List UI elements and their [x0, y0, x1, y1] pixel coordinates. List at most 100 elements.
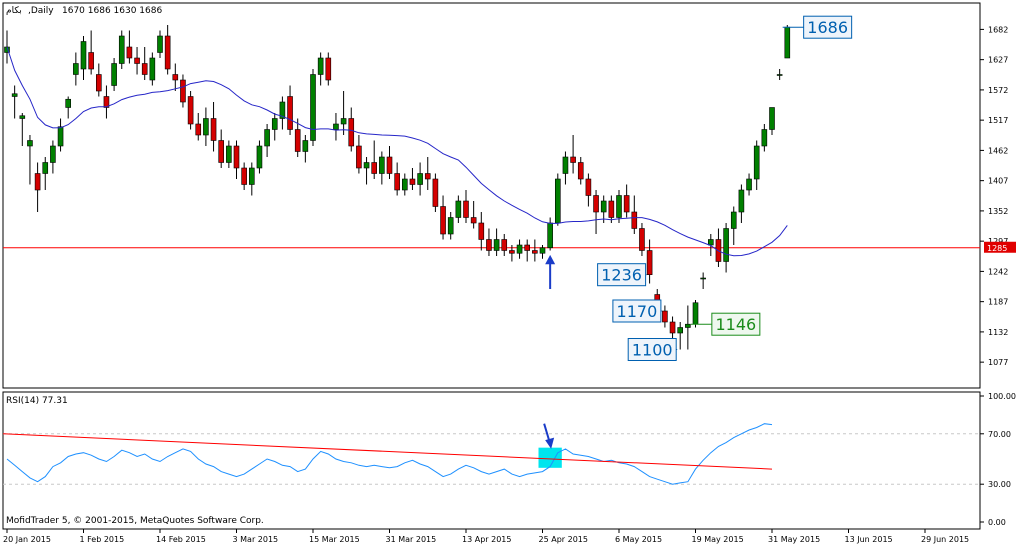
candle-body [646, 250, 653, 276]
candle-body [279, 101, 286, 119]
date-axis-label: 31 Mar 2015 [386, 535, 437, 544]
candle-body [50, 145, 56, 163]
candle-body [654, 294, 661, 301]
date-axis-label: 13 Apr 2015 [462, 535, 511, 544]
candle-body [424, 173, 431, 180]
candle-body [401, 178, 408, 191]
candle-body [118, 35, 125, 64]
date-axis-label: 6 May 2015 [615, 535, 662, 544]
timeframe-label: ,Daily [28, 6, 54, 16]
candle-body [769, 107, 775, 130]
callout-label: 1100 [632, 341, 673, 360]
date-axis-label: 13 Jun 2015 [845, 535, 893, 544]
price-axis-label: 1242 [988, 267, 1008, 276]
price-axis-label: 1462 [988, 146, 1008, 155]
candle-body [539, 247, 546, 254]
candle-body [111, 63, 117, 86]
date-axis-label: 25 Apr 2015 [539, 535, 588, 544]
candle-body [226, 145, 232, 163]
candle-body [57, 126, 64, 147]
arrow-down-icon [545, 437, 555, 449]
callout-box [612, 299, 662, 323]
candle-body [340, 118, 347, 125]
candle-body [371, 162, 378, 174]
candle-body [187, 96, 194, 125]
candle-body [570, 156, 576, 163]
callout-box [627, 338, 677, 361]
candle-body [784, 26, 791, 59]
rsi-title: RSI(14) 77.31 [6, 396, 68, 406]
candle-body [440, 206, 446, 235]
candle-body [34, 173, 41, 191]
callout-label: 1686 [807, 18, 848, 37]
candle-body [447, 217, 454, 235]
ohlc-readout: 1670 1686 1630 1686 [62, 6, 162, 16]
price-axis-label: 1352 [988, 207, 1008, 216]
candle-body [738, 189, 745, 213]
date-axis-label: 19 May 2015 [692, 535, 744, 544]
rsi-axis-label: 30.00 [988, 480, 1011, 489]
candle-body [394, 173, 400, 191]
date-axis-label: 20 Jan 2015 [3, 535, 51, 544]
candle-body [317, 57, 324, 75]
candle-body [776, 74, 783, 76]
date-axis-label: 1 Feb 2015 [80, 535, 125, 544]
candle-body [600, 200, 607, 213]
candle-body [134, 57, 140, 64]
candle-body [379, 156, 385, 174]
callout-label: 1146 [715, 315, 756, 334]
candle-body [669, 321, 676, 334]
date-axis-label: 29 Jun 2015 [921, 535, 969, 544]
candle-body [218, 140, 224, 163]
candle-body [325, 57, 332, 81]
candle-body [249, 167, 255, 185]
candle-body [455, 200, 462, 218]
candle-body [677, 327, 684, 334]
candle-body [19, 115, 26, 119]
candle-body [730, 211, 737, 229]
candle-body [96, 74, 102, 92]
candle-body [386, 156, 393, 174]
candle-body [203, 118, 209, 136]
candle-body [233, 145, 240, 169]
date-axis-label: 14 Feb 2015 [156, 535, 206, 544]
candle-body [363, 162, 370, 169]
price-axis-label: 1132 [988, 328, 1008, 337]
candle-body [746, 178, 752, 191]
price-axis-label: 1682 [988, 25, 1008, 34]
price-axis-label: 1407 [988, 177, 1008, 186]
candle-body [348, 118, 355, 147]
candle-body [524, 244, 531, 251]
candle-body [42, 162, 49, 174]
price-axis-label: 1627 [988, 56, 1008, 65]
candle-body [241, 167, 247, 185]
price-axis-label: 1517 [988, 116, 1008, 125]
current-price-label: 1285 [987, 244, 1007, 253]
candle-body [302, 140, 309, 152]
rsi-panel [2, 391, 981, 530]
candle-body [463, 200, 469, 218]
candle-body [486, 239, 492, 251]
rsi-axis-label: 0.00 [988, 518, 1006, 527]
candle-body [126, 46, 133, 59]
candle-body [608, 200, 615, 218]
candle-body [509, 250, 515, 254]
candle-body [264, 129, 270, 147]
candle-body [723, 228, 729, 262]
candle-body [80, 41, 87, 70]
callout-box [711, 312, 761, 336]
candle-body [149, 57, 156, 81]
date-axis-label: 15 Mar 2015 [309, 535, 360, 544]
candle-body [417, 173, 423, 185]
candle-body [172, 74, 179, 81]
candle-body [516, 244, 523, 254]
candle-body [73, 63, 79, 75]
candle-body [585, 178, 592, 196]
candle-body [547, 222, 553, 249]
date-axis-label: 3 Mar 2015 [233, 535, 279, 544]
candle-body [562, 156, 569, 174]
price-axis-label: 1297 [988, 237, 1008, 246]
candle-body [11, 93, 18, 97]
candle-body [287, 96, 293, 130]
rsi-axis-label: 100.00 [988, 392, 1016, 401]
